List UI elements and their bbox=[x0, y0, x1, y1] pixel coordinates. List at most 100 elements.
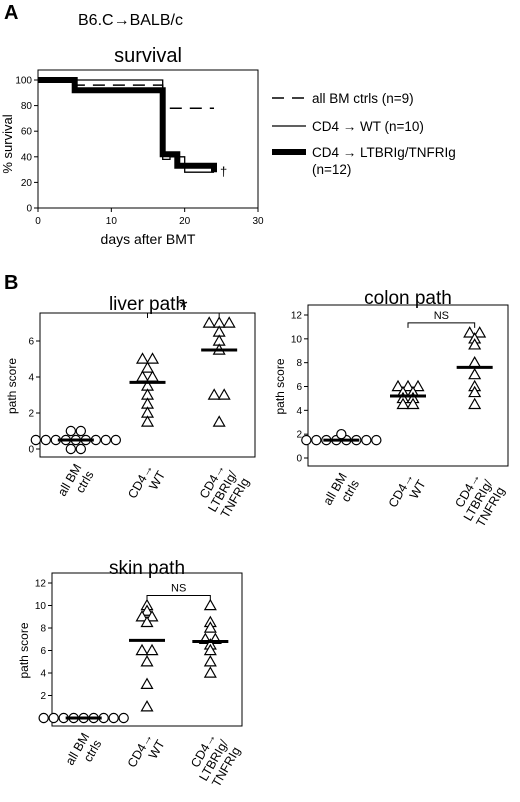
recipient-label: BALB/c bbox=[129, 12, 183, 29]
liver-title: liver path bbox=[109, 294, 186, 315]
liver-category-label: CD4→WT bbox=[125, 462, 168, 501]
skin-data-point bbox=[38, 712, 49, 724]
legend-entry-label: all BM ctrls (n=9) bbox=[312, 91, 414, 106]
survival-y-tick-label: 100 bbox=[15, 76, 32, 87]
colon-comparison-label: NS bbox=[434, 310, 449, 322]
survival-y-tick-label: 20 bbox=[21, 178, 33, 189]
survival-series-line-thin bbox=[38, 79, 214, 173]
survival-x-tick-label: 0 bbox=[35, 216, 41, 227]
colon-data-point bbox=[396, 397, 410, 410]
colon-data-point bbox=[468, 338, 482, 350]
legend-entry-label-line2: (n=12) bbox=[312, 162, 351, 177]
skin-data-point bbox=[145, 610, 159, 622]
dagger-annotation: † bbox=[220, 164, 227, 179]
colon-category-label: CD4→LTBRIg/TNFRIg bbox=[452, 471, 507, 530]
colon-category-label: CD4→WT bbox=[386, 471, 429, 510]
skin-data-point bbox=[140, 700, 154, 712]
liver-data-point bbox=[135, 370, 150, 382]
colon-y-tick-label: 2 bbox=[296, 430, 302, 441]
skin-data-point bbox=[140, 677, 154, 689]
liver-data-point bbox=[145, 352, 160, 364]
colon-data-point bbox=[468, 397, 482, 410]
colon-data-point bbox=[468, 355, 482, 368]
skin-y-tick-label: 6 bbox=[40, 646, 46, 657]
liver-data-point bbox=[212, 415, 226, 427]
skin-data-point bbox=[118, 712, 129, 724]
colon-data-point bbox=[473, 326, 487, 338]
liver-data-point bbox=[202, 316, 216, 328]
liver-y-tick-label: 6 bbox=[28, 337, 34, 348]
liver-data-point bbox=[40, 434, 52, 446]
liver-category-label: CD4→LTBRIg/TNFRIg bbox=[197, 462, 252, 521]
skin-data-point bbox=[135, 643, 149, 656]
skin-data-point bbox=[140, 655, 154, 667]
liver-y-tick-label: 0 bbox=[28, 445, 34, 456]
colon-data-point bbox=[336, 428, 347, 440]
survival-series-line-thick bbox=[38, 77, 217, 173]
colon-data-point bbox=[463, 326, 477, 338]
liver-y-tick-label: 4 bbox=[28, 373, 34, 384]
skin-category-label: CD4→LTBRIg/TNFRIg bbox=[188, 731, 243, 790]
colon-title: colon path bbox=[364, 288, 452, 309]
skin-comparison-bracket bbox=[146, 595, 211, 601]
liver-data-point bbox=[135, 352, 150, 364]
colon-data-point bbox=[468, 367, 482, 380]
colon-data-point bbox=[311, 434, 322, 446]
liver-data-point bbox=[145, 370, 160, 382]
survival-title: survival bbox=[114, 45, 182, 67]
colon-data-point bbox=[411, 379, 425, 392]
skin-data-point bbox=[203, 621, 217, 633]
arrow-icon: → bbox=[113, 12, 130, 29]
liver-data-point bbox=[75, 425, 87, 437]
colon-plot-frame bbox=[307, 304, 509, 467]
skin-data-point bbox=[203, 643, 217, 656]
survival-y-axis-label: % survival bbox=[0, 114, 15, 173]
skin-data-point bbox=[145, 643, 159, 656]
skin-data-point bbox=[140, 604, 154, 616]
survival-y-tick-label: 0 bbox=[26, 204, 32, 215]
survival-y-tick-label: 60 bbox=[21, 127, 33, 138]
survival-x-tick-label: 30 bbox=[252, 216, 264, 227]
colon-y-tick-label: 12 bbox=[291, 311, 303, 322]
skin-y-tick-label: 8 bbox=[40, 624, 46, 635]
colon-y-tick-label: 4 bbox=[296, 406, 302, 417]
survival-y-tick-label: 40 bbox=[21, 152, 33, 163]
skin-data-point bbox=[108, 712, 119, 724]
colon-data-point bbox=[401, 379, 415, 392]
liver-data-point bbox=[65, 443, 77, 455]
skin-comparison-label: NS bbox=[171, 583, 186, 595]
survival-series-line-dashed bbox=[38, 79, 214, 109]
colon-y-tick-label: 8 bbox=[296, 358, 302, 369]
skin-y-tick-label: 10 bbox=[35, 601, 47, 612]
skin-data-point bbox=[140, 615, 154, 628]
liver-comparison-bracket bbox=[147, 312, 220, 318]
colon-data-point bbox=[468, 385, 482, 398]
liver-data-point bbox=[75, 443, 87, 455]
survival-x-tick-label: 20 bbox=[179, 216, 191, 227]
liver-data-point bbox=[217, 388, 231, 400]
colon-data-point bbox=[301, 434, 312, 446]
liver-data-point bbox=[207, 388, 221, 400]
skin-plot-frame bbox=[51, 572, 243, 727]
liver-data-point bbox=[110, 434, 122, 446]
skin-data-point bbox=[135, 610, 149, 622]
skin-category-label: CD4→WT bbox=[125, 731, 168, 770]
skin-data-point bbox=[203, 666, 217, 678]
skin-data-point bbox=[203, 655, 217, 667]
colon-y-tick-label: 10 bbox=[291, 334, 303, 345]
survival-x-tick-label: 10 bbox=[106, 216, 118, 227]
colon-data-point bbox=[371, 434, 382, 446]
liver-comparison-label: * bbox=[179, 295, 188, 320]
colon-y-tick-label: 6 bbox=[296, 382, 302, 393]
skin-y-tick-label: 4 bbox=[40, 669, 46, 680]
colon-data-point bbox=[361, 434, 372, 446]
liver-y-tick-label: 2 bbox=[28, 409, 34, 420]
panel-a-letter: A bbox=[4, 2, 19, 24]
liver-data-point bbox=[222, 316, 236, 328]
donor-label: B6.C bbox=[78, 12, 114, 29]
skin-data-point bbox=[48, 712, 59, 724]
